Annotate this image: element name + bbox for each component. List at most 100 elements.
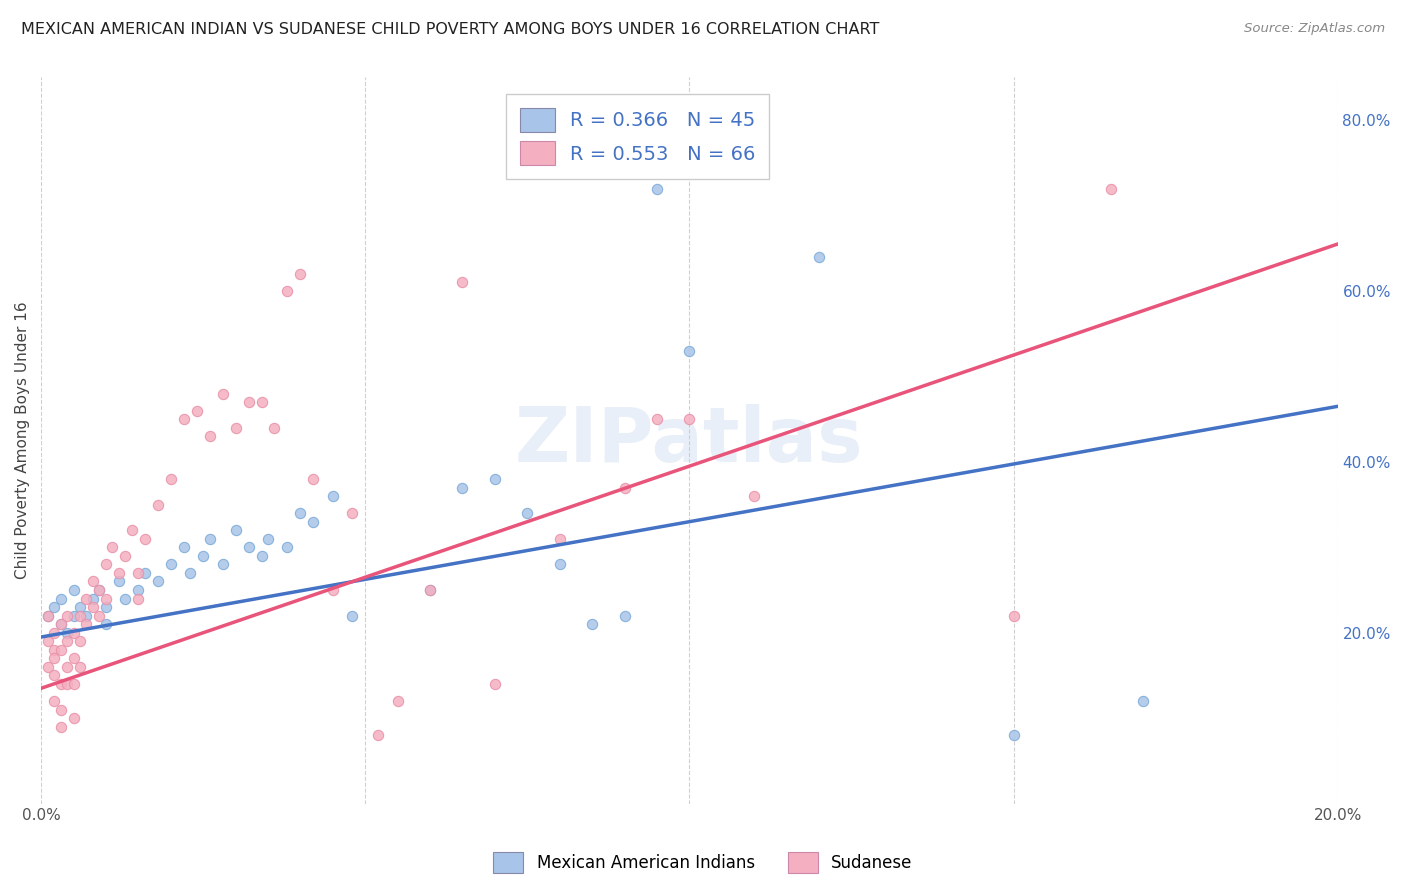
Point [276, 541, 298, 555]
Point [49, 677, 72, 691]
Point [76, 617, 98, 632]
Point [108, 566, 131, 580]
Point [127, 591, 149, 606]
Point [69, 660, 91, 674]
Point [114, 549, 136, 563]
Text: MEXICAN AMERICAN INDIAN VS SUDANESE CHILD POVERTY AMONG BOYS UNDER 16 CORRELATIO: MEXICAN AMERICAN INDIAN VS SUDANESE CHIL… [21, 22, 880, 37]
Point [238, 395, 260, 409]
Point [69, 634, 91, 648]
Point [225, 421, 247, 435]
Point [94, 591, 117, 606]
Point [290, 267, 312, 281]
Point [62, 677, 84, 691]
Point [37, 660, 59, 674]
Point [69, 600, 91, 615]
Point [645, 181, 668, 195]
Point [613, 608, 636, 623]
Point [581, 617, 603, 632]
Point [211, 386, 233, 401]
Point [82, 574, 104, 589]
Point [484, 677, 506, 691]
Point [56, 625, 79, 640]
Point [193, 549, 215, 563]
Y-axis label: Child Poverty Among Boys Under 16: Child Poverty Among Boys Under 16 [15, 301, 30, 579]
Point [42, 625, 65, 640]
Point [276, 284, 298, 298]
Point [419, 582, 441, 597]
Point [548, 532, 571, 546]
Point [121, 523, 143, 537]
Point [146, 498, 169, 512]
Point [134, 566, 156, 580]
Point [82, 600, 104, 615]
Point [49, 643, 72, 657]
Point [186, 403, 208, 417]
Point [37, 608, 59, 623]
Point [101, 541, 124, 555]
Point [94, 558, 117, 572]
Point [94, 617, 117, 632]
Point [62, 711, 84, 725]
Point [89, 582, 111, 597]
Point [367, 728, 389, 742]
Point [173, 412, 195, 426]
Point [89, 582, 111, 597]
Point [250, 395, 273, 409]
Point [62, 625, 84, 640]
Point [342, 506, 364, 520]
Point [1099, 181, 1122, 195]
Point [62, 651, 84, 665]
Point [808, 250, 831, 264]
Point [451, 481, 474, 495]
Point [484, 472, 506, 486]
Point [548, 558, 571, 572]
Text: Source: ZipAtlas.com: Source: ZipAtlas.com [1244, 22, 1385, 36]
Point [290, 506, 312, 520]
Point [1002, 608, 1025, 623]
Point [257, 532, 280, 546]
Point [37, 608, 59, 623]
Point [37, 634, 59, 648]
Point [49, 617, 72, 632]
Point [146, 574, 169, 589]
Point [198, 429, 221, 443]
Point [62, 582, 84, 597]
Point [56, 660, 79, 674]
Point [613, 481, 636, 495]
Point [678, 343, 700, 358]
Point [678, 412, 700, 426]
Point [62, 608, 84, 623]
Point [1132, 694, 1154, 708]
Point [49, 703, 72, 717]
Point [108, 574, 131, 589]
Point [302, 515, 325, 529]
Point [387, 694, 409, 708]
Point [250, 549, 273, 563]
Point [76, 591, 98, 606]
Point [742, 489, 765, 503]
Point [56, 634, 79, 648]
Point [179, 566, 201, 580]
Point [49, 591, 72, 606]
Point [42, 651, 65, 665]
Point [238, 541, 260, 555]
Point [322, 489, 344, 503]
Legend: R = 0.366   N = 45, R = 0.553   N = 66: R = 0.366 N = 45, R = 0.553 N = 66 [506, 95, 769, 178]
Point [159, 472, 181, 486]
Point [198, 532, 221, 546]
Point [94, 600, 117, 615]
Point [89, 608, 111, 623]
Point [451, 276, 474, 290]
Point [69, 608, 91, 623]
Point [56, 608, 79, 623]
Point [42, 600, 65, 615]
Point [82, 591, 104, 606]
Point [42, 668, 65, 682]
Point [127, 566, 149, 580]
Point [49, 720, 72, 734]
Point [49, 617, 72, 632]
Point [211, 558, 233, 572]
Point [42, 694, 65, 708]
Point [1002, 728, 1025, 742]
Point [159, 558, 181, 572]
